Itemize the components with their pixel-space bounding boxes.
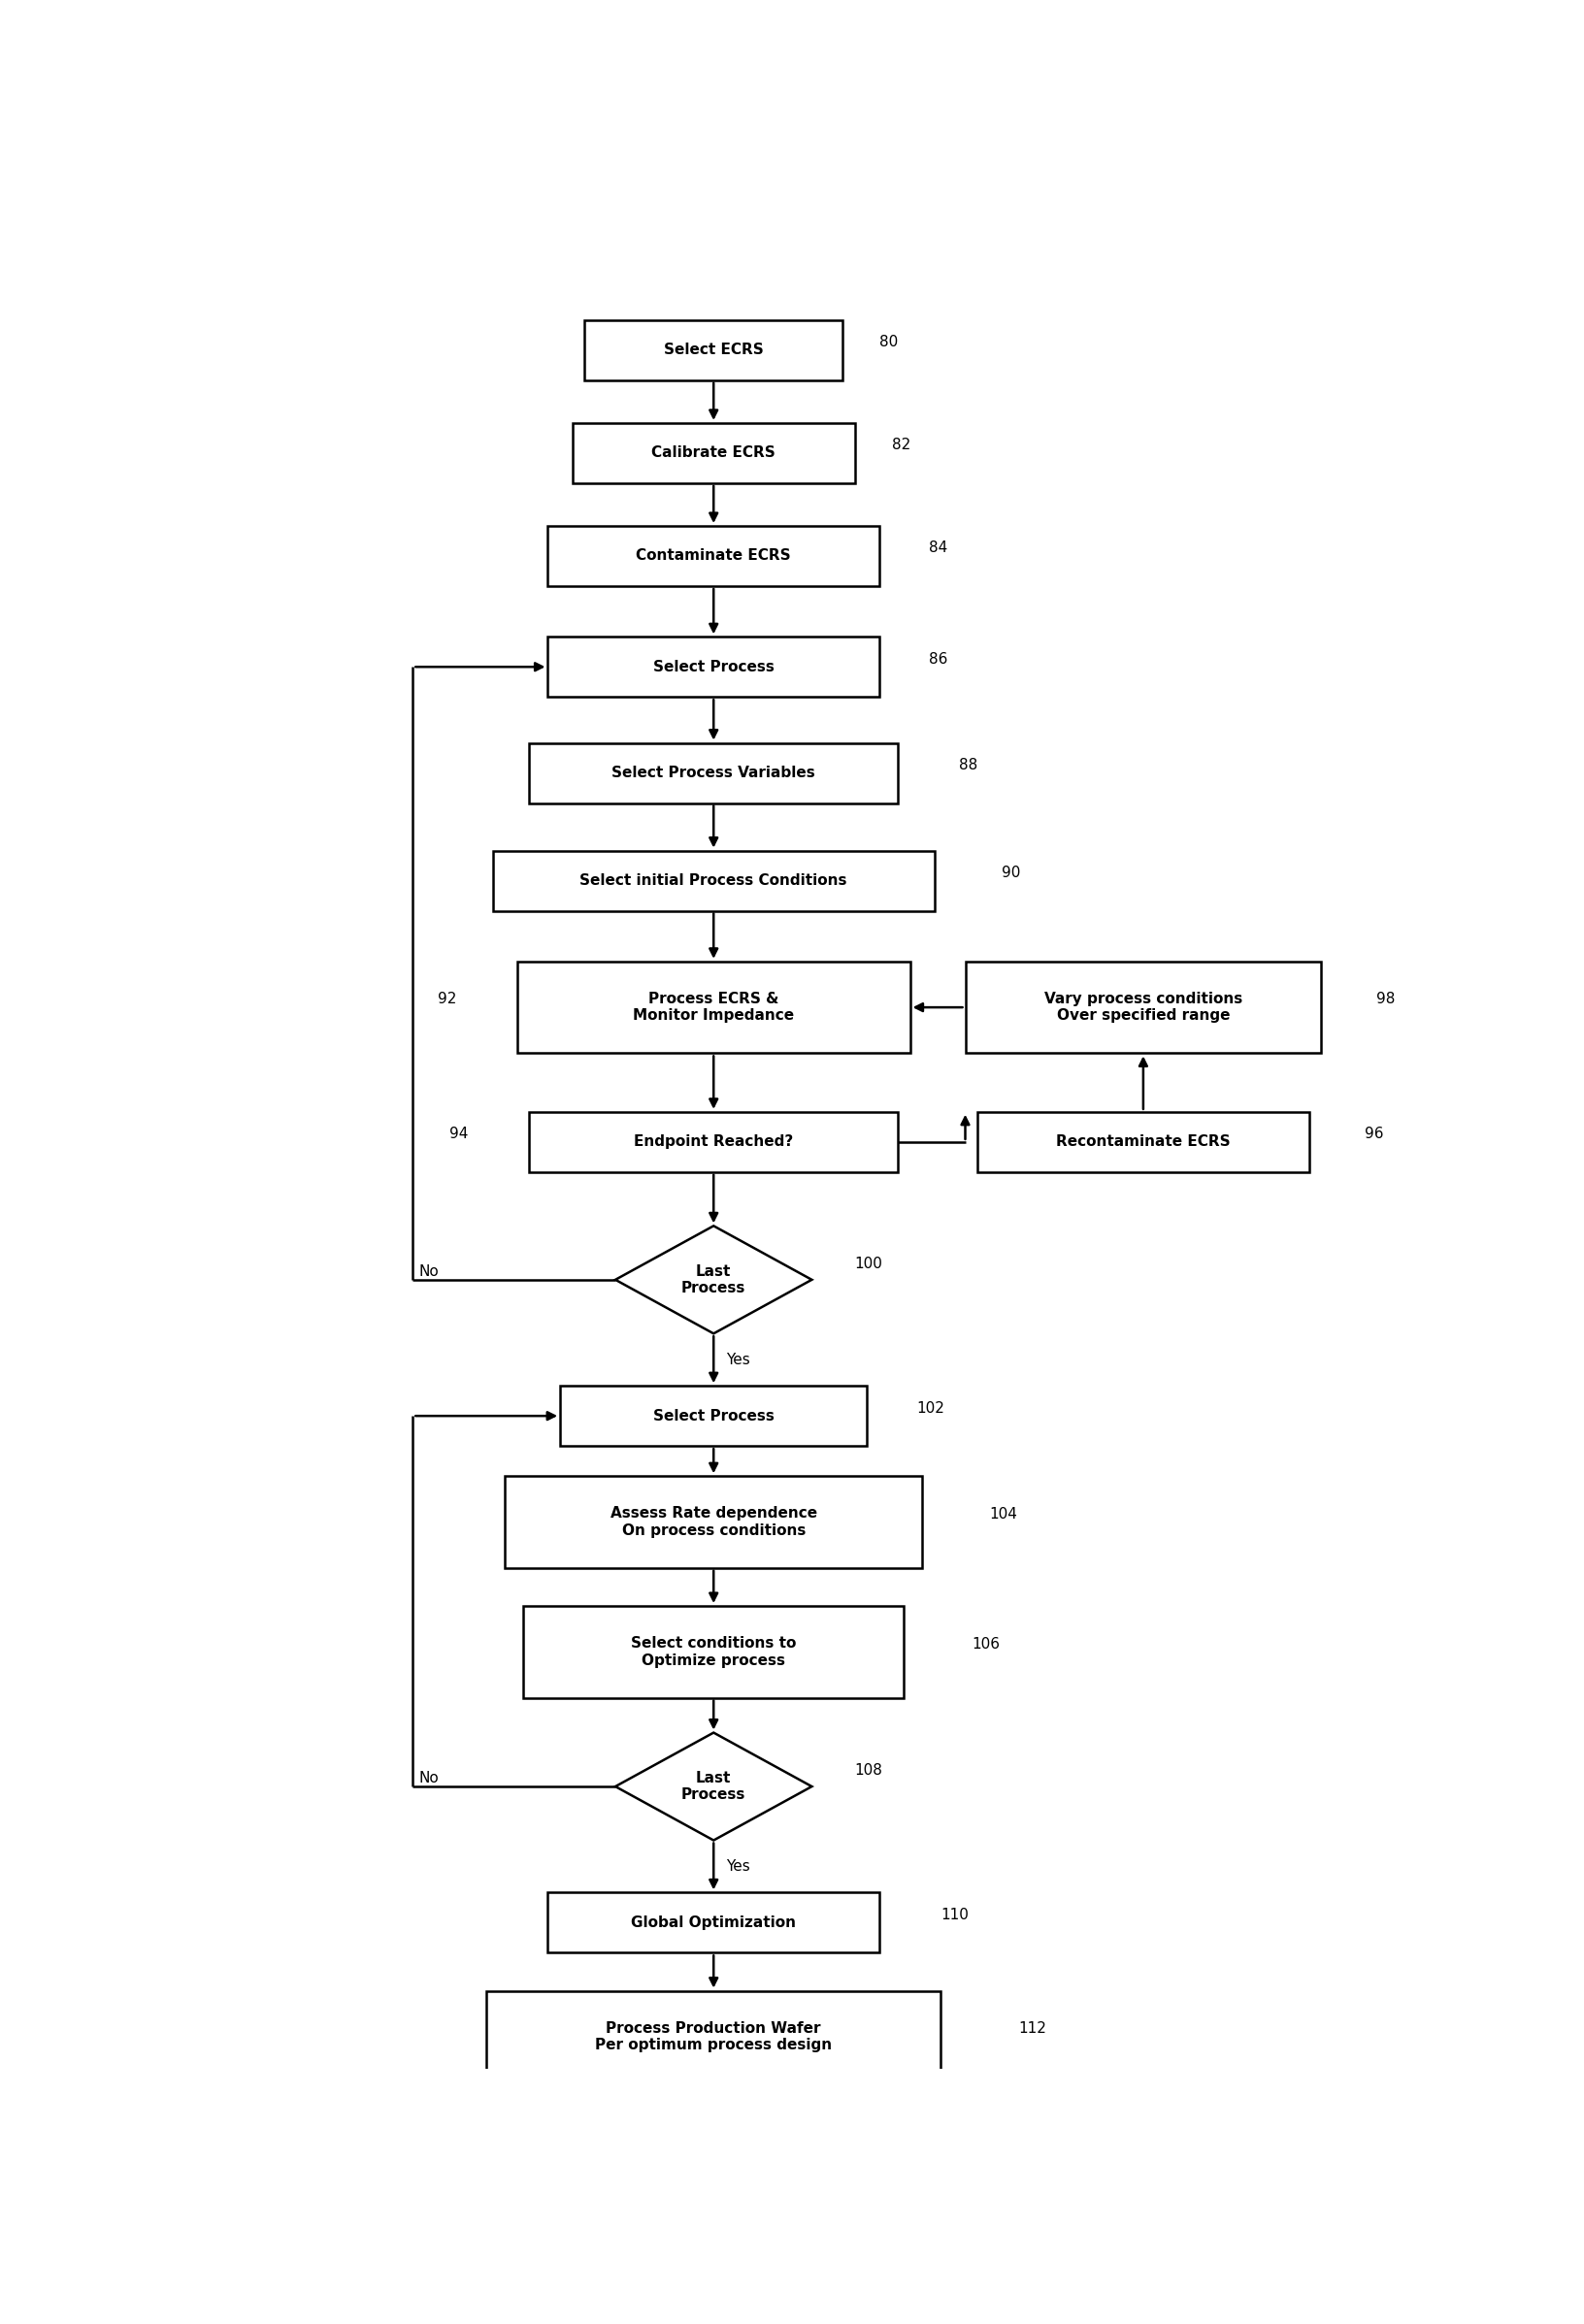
Text: Last
Process: Last Process [681,1264,746,1294]
Text: Process Production Wafer
Per optimum process design: Process Production Wafer Per optimum pro… [596,2022,832,2052]
Text: 80: 80 [879,335,898,349]
Text: 86: 86 [928,651,947,667]
Text: No: No [418,1264,439,1278]
FancyBboxPatch shape [529,1111,898,1171]
Text: 94: 94 [450,1127,469,1141]
Text: 88: 88 [958,758,977,772]
Text: Endpoint Reached?: Endpoint Reached? [634,1134,794,1150]
FancyBboxPatch shape [516,962,909,1053]
FancyBboxPatch shape [977,1111,1308,1171]
Text: Select ECRS: Select ECRS [664,344,763,358]
Text: Yes: Yes [725,1353,749,1367]
Text: Last
Process: Last Process [681,1771,746,1801]
Text: 108: 108 [855,1764,882,1778]
Text: 98: 98 [1376,992,1396,1006]
Text: 96: 96 [1364,1127,1383,1141]
FancyBboxPatch shape [584,321,843,381]
FancyBboxPatch shape [572,423,855,483]
Polygon shape [615,1734,811,1841]
FancyBboxPatch shape [965,962,1321,1053]
Text: Calibrate ECRS: Calibrate ECRS [651,446,776,460]
Text: Select Process: Select Process [653,660,775,674]
Text: Vary process conditions
Over specified range: Vary process conditions Over specified r… [1044,992,1242,1023]
FancyBboxPatch shape [529,744,898,804]
FancyBboxPatch shape [523,1606,904,1699]
Text: 110: 110 [941,1908,969,1922]
Text: No: No [418,1771,439,1785]
Text: 112: 112 [1019,2022,1045,2036]
Text: Assess Rate dependence
On process conditions: Assess Rate dependence On process condit… [610,1506,817,1538]
FancyBboxPatch shape [548,637,879,697]
Text: 106: 106 [971,1636,1000,1652]
FancyBboxPatch shape [486,1992,941,2082]
Text: 84: 84 [928,541,947,555]
FancyBboxPatch shape [548,1892,879,1952]
FancyBboxPatch shape [548,525,879,586]
Text: Contaminate ECRS: Contaminate ECRS [637,548,790,562]
Text: Process ECRS &
Monitor Impedance: Process ECRS & Monitor Impedance [634,992,794,1023]
Text: Select initial Process Conditions: Select initial Process Conditions [580,874,847,888]
Polygon shape [615,1225,811,1334]
FancyBboxPatch shape [505,1476,922,1569]
Text: Global Optimization: Global Optimization [630,1915,797,1929]
Text: Select Process Variables: Select Process Variables [611,765,816,781]
Text: Select Process: Select Process [653,1408,775,1422]
Text: 100: 100 [855,1257,882,1271]
Text: 82: 82 [892,437,911,453]
Text: 92: 92 [437,992,456,1006]
Text: 104: 104 [990,1506,1019,1522]
Text: 90: 90 [1003,865,1020,881]
Text: Select conditions to
Optimize process: Select conditions to Optimize process [630,1636,797,1669]
Text: Recontaminate ECRS: Recontaminate ECRS [1057,1134,1231,1150]
FancyBboxPatch shape [493,851,935,911]
Text: Yes: Yes [725,1859,749,1873]
Text: 102: 102 [916,1401,944,1415]
FancyBboxPatch shape [561,1385,866,1446]
